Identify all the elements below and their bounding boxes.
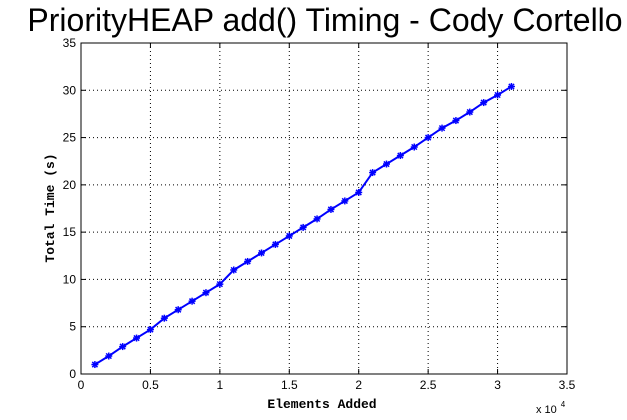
data-point [466,108,474,116]
data-point [410,143,418,151]
y-tick-label: 15 [63,225,77,239]
data-point [396,152,404,160]
plot-frame [80,42,568,375]
data-point [146,326,154,334]
y-tick-labels: 0 5 10 15 20 25 30 35 [63,36,77,381]
y-tick-label: 5 [69,320,76,334]
y-tick-label: 0 [69,367,76,381]
data-point [327,205,335,213]
series-markers [91,83,515,369]
data-point [230,266,238,274]
y-tick-label: 35 [63,36,77,50]
data-point [438,124,446,132]
data-point [452,117,460,125]
data-point [313,215,321,223]
data-point [271,240,279,248]
data-point [202,289,210,297]
data-point [105,352,113,360]
x-tick-labels: 0 0.5 1 1.5 2 2.5 3 3.5 [78,378,576,392]
data-point [369,169,377,177]
data-point [494,91,502,99]
x-axis-label: Elements Added [267,397,376,412]
grid [81,43,567,374]
data-point [507,83,515,91]
data-point [174,306,182,314]
data-point [119,343,127,351]
y-tick-label: 30 [63,83,77,97]
x-tick-label: 3 [494,378,501,392]
data-point [160,314,168,322]
data-point [299,223,307,231]
data-point [285,232,293,240]
y-axis-label: Total Time (s) [43,153,58,262]
data-point [91,361,99,369]
data-point [188,297,196,305]
data-point [216,280,224,288]
x-multiplier: x 10 4 [536,400,566,417]
y-tick-label: 10 [63,272,77,286]
data-point [341,197,349,205]
data-point [424,134,432,142]
x-tick-label: 3.5 [559,378,576,392]
data-point [355,188,363,196]
data-point [244,257,252,265]
x-tick-label: 0 [78,378,85,392]
y-tick-label: 20 [63,178,77,192]
chart-title: PriorityHEAP add() Timing - Cody Cortell… [27,2,622,38]
data-point [258,249,266,257]
x-tick-label: 2.5 [420,378,437,392]
data-point [382,160,390,168]
y-tick-label: 25 [63,131,77,145]
x-tick-label: 1.5 [281,378,298,392]
x-multiplier-base: x 10 [536,404,557,416]
ticks [80,42,568,375]
x-multiplier-exponent: 4 [561,400,566,409]
x-tick-label: 1 [217,378,224,392]
data-point [480,99,488,107]
data-point [133,334,141,342]
x-tick-label: 0.5 [142,378,159,392]
x-tick-label: 2 [355,378,362,392]
